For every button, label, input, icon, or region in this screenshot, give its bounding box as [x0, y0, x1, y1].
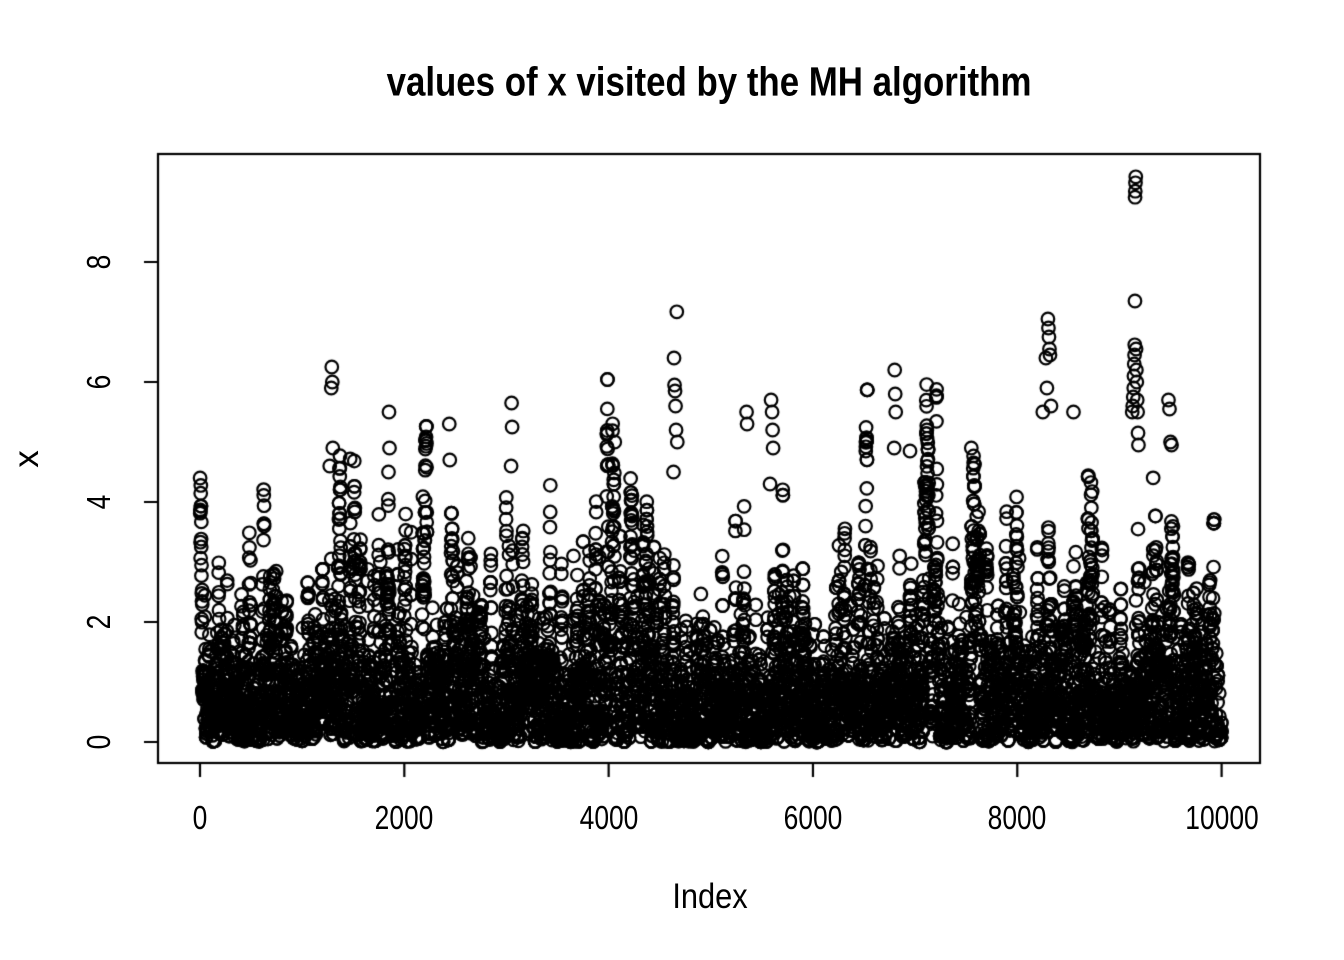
x-tick-label: 4000 — [579, 799, 638, 836]
y-tick-label: 2 — [80, 614, 117, 630]
x-axis-label: Index — [672, 877, 748, 916]
x-tick-label: 8000 — [987, 799, 1047, 836]
x-tick-label: 10000 — [1184, 799, 1259, 836]
chart-title: values of x visited by the MH algorithm — [386, 58, 1032, 105]
y-tick-label: 8 — [80, 254, 117, 270]
y-tick-label: 0 — [80, 734, 117, 750]
y-tick-label: 6 — [80, 374, 117, 390]
y-tick-label: 4 — [80, 494, 117, 510]
x-tick-label: 0 — [192, 799, 208, 836]
y-axis-label: x — [7, 450, 46, 468]
x-tick-label: 6000 — [783, 799, 843, 836]
x-tick-label: 2000 — [374, 799, 434, 836]
